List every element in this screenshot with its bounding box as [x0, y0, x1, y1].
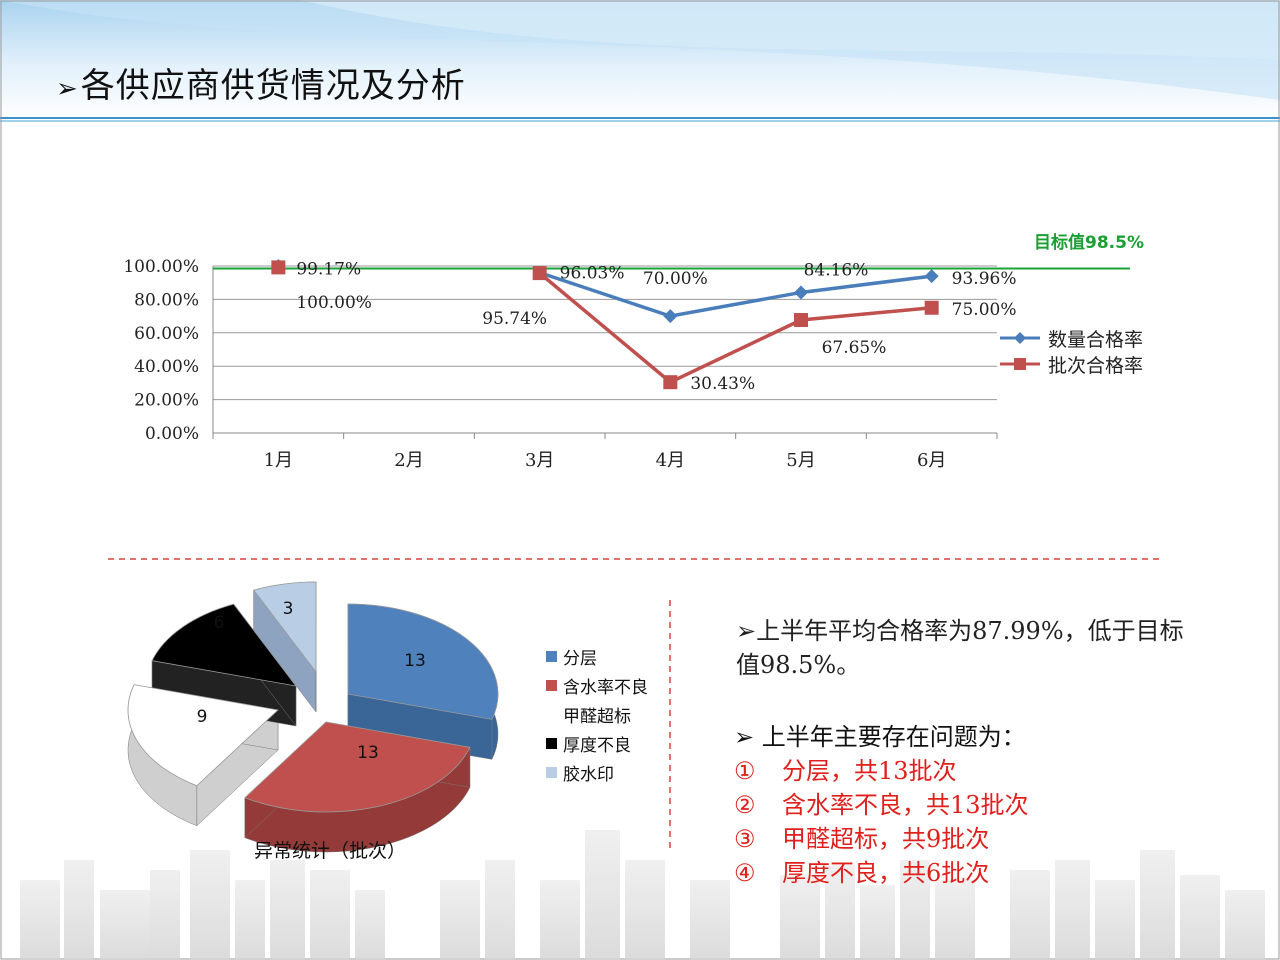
swatch-icon	[546, 767, 557, 778]
pie-legend-label: 含水率不良	[563, 678, 648, 698]
issues-list: ➢ 上半年主要存在问题为： ① 分层，共13批次 ② 含水率不良，共13批次 ③ 甲醛…	[734, 720, 1029, 890]
issue-text: 甲醛超标，共9批次	[782, 825, 990, 853]
issue-item: ③ 甲醛超标，共9批次	[734, 822, 1029, 856]
issue-number: ③	[734, 825, 756, 853]
legend-label-quantity-rate: 数量合格率	[1048, 328, 1144, 351]
legend-item-quantity-rate: 数量合格率	[1000, 325, 1143, 351]
bullet-arrow-icon: ➢	[56, 74, 79, 104]
pie-legend-item: 甲醛超标	[546, 700, 648, 729]
legend-label-batch-rate: 批次合格率	[1048, 354, 1144, 377]
legend-item-batch-rate: 批次合格率	[1000, 351, 1143, 377]
issue-text: 含水率不良，共13批次	[782, 791, 1029, 819]
swatch-icon	[546, 738, 557, 749]
line-legend: 数量合格率 批次合格率	[1000, 325, 1143, 377]
issue-number: ①	[734, 757, 756, 785]
city-skyline-decoration	[20, 830, 1265, 960]
swatch-icon	[546, 680, 557, 691]
summary-text: ➢上半年平均合格率为87.99%，低于目标值98.5%。	[736, 617, 1184, 679]
diamond-marker-icon	[1000, 332, 1040, 344]
issue-item: ① 分层，共13批次	[734, 754, 1029, 788]
pie-legend-item: 厚度不良	[546, 729, 648, 758]
pie-legend-label: 分层	[563, 649, 597, 669]
swatch-icon	[546, 709, 557, 720]
issue-item: ② 含水率不良，共13批次	[734, 788, 1029, 822]
issue-text: 分层，共13批次	[782, 757, 957, 785]
pie-caption: 异常统计（批次）	[254, 840, 407, 862]
target-line-label: 目标值98.5%	[1034, 233, 1144, 253]
pie-legend-item: 含水率不良	[546, 671, 648, 700]
square-marker-icon	[1000, 358, 1040, 370]
issues-header: ➢ 上半年主要存在问题为：	[734, 723, 1026, 751]
pie-legend-item: 胶水印	[546, 758, 648, 787]
swatch-icon	[546, 651, 557, 662]
slide-title-text: 各供应商供货情况及分析	[80, 66, 466, 106]
pie-legend: 分层 含水率不良 甲醛超标 厚度不良 胶水印	[546, 642, 648, 787]
pie-legend-label: 胶水印	[563, 765, 614, 785]
pie-legend-label: 甲醛超标	[563, 707, 631, 727]
issue-number: ④	[734, 859, 756, 887]
issue-item: ④ 厚度不良，共6批次	[734, 856, 1029, 890]
issue-number: ②	[734, 791, 756, 819]
slide-title: ➢各供应商供货情况及分析	[56, 58, 466, 107]
pie-legend-item: 分层	[546, 642, 648, 671]
issue-text: 厚度不良，共6批次	[782, 859, 990, 887]
pie-legend-label: 厚度不良	[563, 736, 631, 756]
